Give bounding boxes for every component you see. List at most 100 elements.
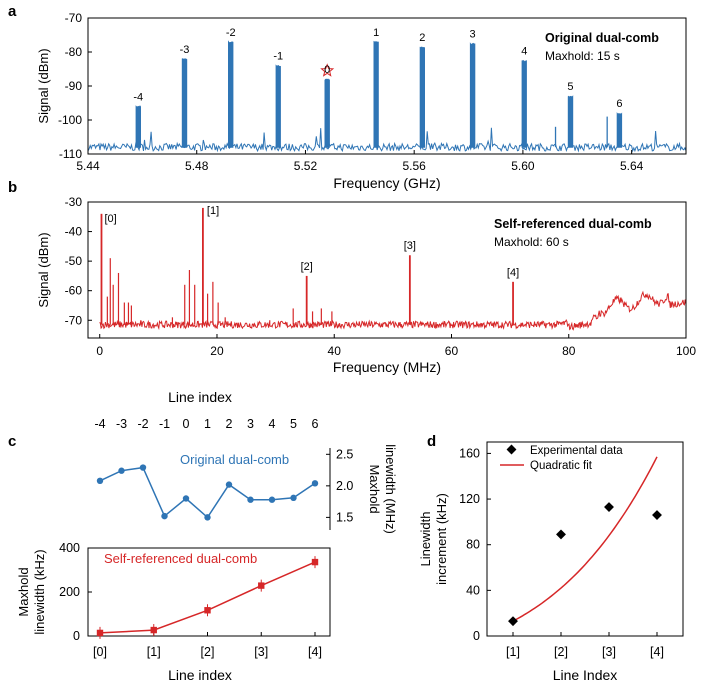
legend-experimental-data: Experimental data	[530, 445, 623, 457]
panel-d-y-tick-label: 0	[473, 629, 480, 643]
panel-c-lower-ylabel-line1: Maxhold	[16, 567, 31, 616]
panel-a-y-tick-label: -110	[59, 147, 82, 161]
panel-d-y-tick-label: 160	[459, 446, 480, 460]
panel-b-y-ticks: -30 -40 -50 -60 -70	[65, 195, 92, 327]
panel-d-frame	[486, 441, 684, 637]
panel-c-lower-x-tick-label: [3]	[254, 645, 268, 659]
panel-d-experimental-point	[604, 502, 614, 512]
panel-b: b 0 20 40 60 80 100 -30 -40 -50 -60 -70 [0] [1] [2]…	[8, 179, 696, 375]
panel-a-ylabel: Signal (dBm)	[36, 48, 51, 123]
panel-c-top-x-ticks: -4 -3 -2 -1 0 1 2 3 4 5 6	[94, 417, 318, 431]
panel-a-y-tick-label: -80	[65, 45, 83, 59]
panel-a-noise-trace	[87, 127, 687, 153]
panel-a-peak-2	[419, 46, 425, 148]
panel-d-legend: Experimental data Quadratic fit	[500, 444, 623, 472]
panel-c-top-tick-label: 3	[247, 417, 254, 431]
panel-d: d [1] [2] [3] [4] 160 120 80 40 0 Experimental d…	[418, 433, 684, 683]
panel-d-y-tick-label: 80	[466, 538, 480, 552]
panel-c-top-tick-label: 4	[269, 417, 276, 431]
panel-b-ylabel: Signal (dBm)	[36, 232, 51, 307]
panel-b-y-tick-label: -70	[65, 313, 83, 327]
panel-c-right-ylabel-line1: Maxhold	[367, 464, 382, 513]
panel-b-x-tick-label: 60	[445, 344, 459, 358]
legend-quadratic-fit: Quadratic fit	[530, 460, 593, 472]
panel-d-x-tick-label: [1]	[506, 645, 520, 659]
panel-a-x-tick-label: 5.48	[185, 159, 209, 173]
panel-c-original-point	[311, 480, 319, 487]
panel-c-top-tick-label: 6	[312, 417, 319, 431]
panel-c-top-tick-label: -2	[137, 417, 148, 431]
panel-c-self-referenced-series	[96, 556, 319, 639]
panel-b-y-tick-label: -40	[65, 225, 83, 239]
panel-c-lower-x-tick-label: [0]	[93, 645, 107, 659]
panel-a-x-tick-label: 5.52	[294, 159, 318, 173]
panel-c-original-point	[118, 467, 125, 474]
panel-a-peak--1	[275, 64, 281, 148]
panel-a-peak-label: -4	[133, 91, 143, 103]
panel-d-label: d	[427, 433, 436, 450]
panel-c-top-tick-label: -4	[94, 417, 105, 431]
panel-b-xlabel: Frequency (MHz)	[333, 359, 441, 375]
panel-c-lower-x-tick-label: [2]	[201, 645, 215, 659]
panel-c-right-tick-label: 1.5	[336, 510, 353, 524]
panel-a-x-tick-label: 5.64	[620, 159, 644, 173]
panel-b-x-tick-label: 0	[96, 344, 103, 358]
panel-d-experimental-point	[652, 510, 662, 520]
panel-a-y-tick-label: -100	[58, 113, 82, 127]
panel-b-spectrum	[99, 207, 687, 331]
panel-c-original-point	[290, 494, 297, 502]
panel-d-xlabel: Line Index	[553, 667, 618, 683]
panel-c: c Line index -4 -3 -2 -1 0 1 2 3 4 5 6 2.52.01.5 O…	[8, 389, 398, 683]
panel-d-experimental-points	[508, 502, 662, 627]
panel-b-peak-label: [2]	[301, 261, 313, 273]
panel-c-lower-x-tick-label: [1]	[147, 645, 161, 659]
panel-c-top-title: Line index	[168, 389, 232, 405]
panel-a-peak-6	[616, 112, 623, 148]
panel-a-peak--4	[135, 105, 141, 148]
panel-a-spectrum	[87, 40, 687, 153]
panel-a-peak-3	[469, 42, 476, 148]
panel-c-lower-ylabel: Maxhold linewidth (kHz)	[16, 549, 47, 634]
panel-a-peak-label: -2	[226, 27, 236, 39]
panel-a-peak-label: 6	[616, 98, 622, 110]
panel-d-y-tick-label: 120	[459, 492, 480, 506]
panel-c-original-line	[99, 466, 316, 519]
panel-a: a 5.44 5.48 5.52 5.56 5.60 5.64 -70 -80 -90 -100…	[8, 3, 687, 191]
panel-a-x-tick-label: 5.56	[403, 159, 427, 173]
panel-a-y-tick-label: -90	[65, 79, 83, 93]
panel-c-top-tick-label: -1	[159, 417, 170, 431]
panel-c-self-referenced-line	[99, 561, 316, 634]
panel-c-lower-ylabel-line2: linewidth (kHz)	[32, 549, 47, 634]
panel-d-y-tick-label: 40	[466, 583, 480, 597]
panel-b-y-tick-label: -30	[65, 195, 83, 209]
panel-a-peak-label: 5	[567, 81, 573, 93]
panel-c-lower-y-tick-label: 0	[73, 629, 80, 643]
panel-c-top-tick-label: 5	[290, 417, 297, 431]
panel-d-ticks: [1] [2] [3] [4] 160 120 80 40 0	[459, 446, 664, 659]
panel-c-right-ticks: 2.5 2.0 1.5	[326, 447, 353, 524]
panel-c-lower-x-tick-label: [4]	[308, 645, 322, 659]
panel-b-peak-label: [3]	[404, 240, 416, 252]
panel-d-ylabel-line2: increment (kHz)	[434, 493, 449, 585]
panel-c-top-tick-label: -3	[116, 417, 127, 431]
panel-d-x-tick-label: [3]	[602, 645, 616, 659]
panel-a-peak-label: 2	[419, 32, 425, 44]
panel-d-ylabel: Linewidth increment (kHz)	[418, 493, 449, 585]
panel-a-peak-label: 0	[324, 64, 330, 76]
panel-c-top-tick-label: 2	[226, 417, 233, 431]
panel-b-peak-label: [0]	[104, 213, 116, 225]
panel-c-blue-legend: Original dual-comb	[180, 452, 289, 467]
panel-a-annotation-sub: Maxhold: 15 s	[545, 49, 620, 63]
panel-d-quadratic-fit	[512, 456, 658, 622]
panel-c-original-point	[139, 464, 147, 471]
panel-b-y-tick-label: -60	[65, 284, 83, 298]
panel-b-x-tick-label: 100	[676, 344, 696, 358]
panel-c-lower-y-tick-label: 200	[59, 585, 80, 599]
panel-b-y-tick-label: -50	[65, 254, 83, 268]
panel-a-x-ticks: 5.44 5.48 5.52 5.56 5.60 5.64	[76, 150, 644, 173]
panel-a-x-tick-label: 5.44	[76, 159, 100, 173]
panel-b-x-ticks: 0 20 40 60 80 100	[96, 334, 696, 358]
panel-a-xlabel: Frequency (GHz)	[333, 175, 440, 191]
panel-c-original-point	[96, 477, 104, 484]
panel-a-annotation-title: Original dual-comb	[545, 31, 659, 45]
